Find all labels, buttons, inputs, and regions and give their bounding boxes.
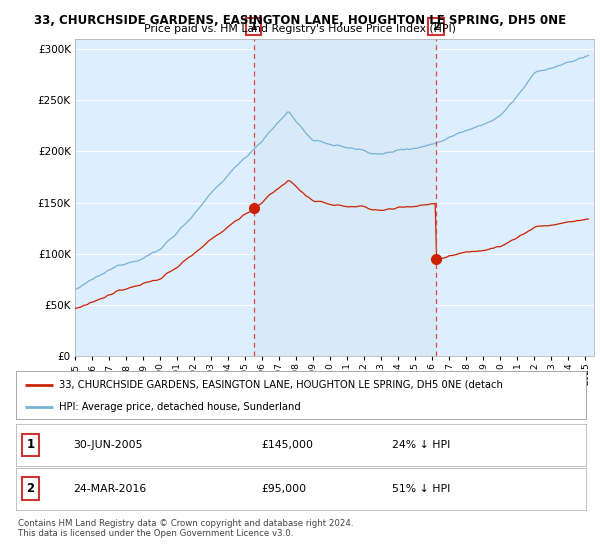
- Text: £95,000: £95,000: [261, 484, 307, 493]
- Bar: [254, 39, 436, 356]
- Text: 24% ↓ HPI: 24% ↓ HPI: [392, 440, 451, 450]
- Text: £145,000: £145,000: [261, 440, 313, 450]
- Text: 2: 2: [433, 21, 440, 31]
- Text: 33, CHURCHSIDE GARDENS, EASINGTON LANE, HOUGHTON LE SPRING, DH5 0NE (detach: 33, CHURCHSIDE GARDENS, EASINGTON LANE, …: [59, 380, 503, 390]
- Text: 1: 1: [26, 438, 35, 451]
- Text: 24-MAR-2016: 24-MAR-2016: [73, 484, 146, 493]
- Text: HPI: Average price, detached house, Sunderland: HPI: Average price, detached house, Sund…: [59, 402, 301, 412]
- Text: 51% ↓ HPI: 51% ↓ HPI: [392, 484, 451, 493]
- Text: 30-JUN-2005: 30-JUN-2005: [73, 440, 143, 450]
- Text: 33, CHURCHSIDE GARDENS, EASINGTON LANE, HOUGHTON LE SPRING, DH5 0NE: 33, CHURCHSIDE GARDENS, EASINGTON LANE, …: [34, 14, 566, 27]
- Text: 2: 2: [26, 482, 35, 495]
- Text: 1: 1: [250, 21, 257, 31]
- Text: Price paid vs. HM Land Registry's House Price Index (HPI): Price paid vs. HM Land Registry's House …: [144, 24, 456, 34]
- Text: This data is licensed under the Open Government Licence v3.0.: This data is licensed under the Open Gov…: [18, 529, 293, 538]
- Text: Contains HM Land Registry data © Crown copyright and database right 2024.: Contains HM Land Registry data © Crown c…: [18, 519, 353, 528]
